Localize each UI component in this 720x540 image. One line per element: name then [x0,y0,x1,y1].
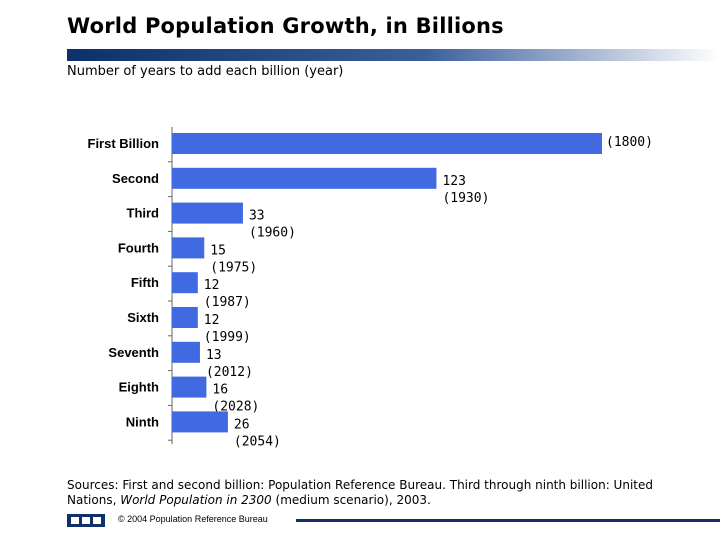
year-label: (1975) [210,260,257,275]
category-label: Fourth [118,240,159,255]
value-label: 26 [234,417,250,432]
prb-logo-icon [67,514,105,527]
category-label: Eighth [119,380,159,395]
bar-8 [172,376,207,398]
footer-divider [296,519,720,522]
bar-chart: First Billion (1800) Second 123 (1930) Third 3… [88,127,653,449]
year-label: (1960) [249,226,296,241]
bar-9 [172,411,228,433]
value-label: 12 [204,313,220,328]
year-label: (1800) [606,135,653,150]
year-label: (1999) [204,330,251,345]
bar-2 [172,167,437,189]
title-underline [67,49,720,61]
page-title: World Population Growth, in Billions [67,14,504,38]
bar-1 [172,133,602,154]
category-label: Ninth [126,414,159,429]
sources-note: Sources: First and second billion: Popul… [67,478,682,508]
bar-6 [172,307,198,328]
year-label: (1930) [442,191,489,206]
bar-5 [172,272,198,294]
value-label: 16 [212,383,228,398]
value-label: 33 [249,209,265,224]
sources-text: Sources: First and second billion: Popul… [67,478,653,507]
chart-subtitle: Number of years to add each billion (yea… [67,64,344,79]
bar-3 [172,202,243,224]
year-label: (2012) [206,365,253,380]
category-label: First Billion [88,136,160,151]
category-label: Second [112,171,159,186]
sources-suffix: (medium scenario), 2003. [271,493,431,507]
value-label: 15 [210,243,226,258]
year-label: (2054) [234,434,281,449]
year-label: (2028) [212,400,259,415]
footer-copyright: © 2004 Population Reference Bureau [118,514,268,524]
value-label: 13 [206,348,222,363]
sources-italic-title: World Population in 2300 [120,493,272,507]
bar-4 [172,237,205,259]
category-label: Third [127,206,160,221]
year-label: (1987) [204,295,251,310]
bar-7 [172,341,200,363]
category-label: Fifth [131,275,159,290]
value-label: 12 [204,278,220,293]
value-label: 123 [442,174,465,189]
category-label: Seventh [108,345,159,360]
category-label: Sixth [127,310,159,325]
